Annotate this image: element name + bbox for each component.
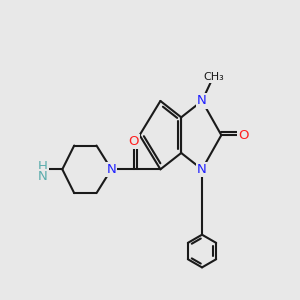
Text: H: H	[38, 160, 48, 173]
Text: O: O	[238, 129, 249, 142]
Text: O: O	[128, 135, 139, 148]
Text: N: N	[197, 163, 207, 176]
Text: N: N	[197, 94, 207, 107]
Text: CH₃: CH₃	[203, 72, 224, 82]
Text: N: N	[38, 170, 48, 183]
Text: N: N	[106, 163, 116, 176]
